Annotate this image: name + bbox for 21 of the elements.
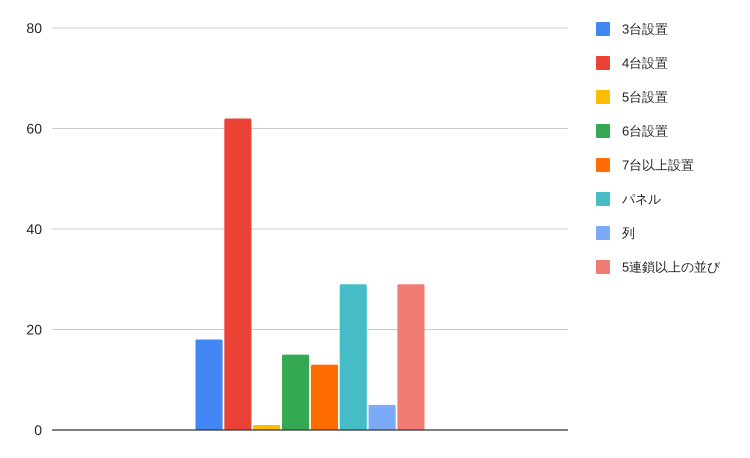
y-tick-label: 80 — [26, 20, 42, 36]
bar — [310, 364, 338, 430]
bar — [224, 118, 252, 430]
bar — [253, 424, 280, 430]
legend-label: 7台以上設置 — [622, 158, 694, 173]
y-tick-label: 0 — [34, 422, 42, 438]
y-tick-label: 60 — [26, 120, 42, 136]
bar — [368, 404, 396, 430]
legend-label: 6台設置 — [622, 124, 668, 139]
legend-label: 4台設置 — [622, 56, 668, 71]
bar — [282, 354, 310, 430]
y-tick-label: 40 — [26, 220, 42, 237]
bar — [195, 340, 223, 430]
bar — [397, 284, 425, 430]
legend-label: 3台設置 — [622, 22, 668, 37]
y-tick-label: 20 — [26, 321, 42, 338]
legend-label: 5連鎖以上の並び — [622, 260, 722, 275]
legend-label: 5台設置 — [622, 90, 668, 105]
legend-label: 列 — [622, 226, 635, 241]
bar — [340, 284, 367, 430]
legend-label: パネル — [621, 192, 661, 207]
